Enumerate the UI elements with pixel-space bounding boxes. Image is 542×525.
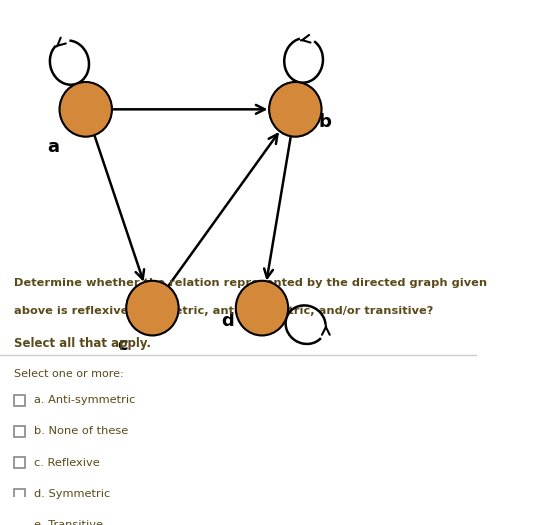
FancyBboxPatch shape — [14, 426, 25, 437]
Text: above is reflexive, symmetric, anti-symmetric, and/or transitive?: above is reflexive, symmetric, anti-symm… — [14, 306, 434, 316]
Text: e. Transitive: e. Transitive — [34, 520, 104, 525]
Circle shape — [60, 82, 112, 136]
FancyBboxPatch shape — [14, 457, 25, 468]
Text: b. None of these: b. None of these — [34, 426, 128, 436]
Circle shape — [126, 281, 179, 335]
FancyBboxPatch shape — [14, 395, 25, 405]
Text: b: b — [318, 113, 331, 131]
FancyBboxPatch shape — [14, 488, 25, 499]
Text: Determine whether the relation represented by the directed graph given: Determine whether the relation represent… — [14, 278, 487, 288]
Text: a: a — [47, 138, 59, 155]
Text: d: d — [221, 311, 234, 330]
Text: c. Reflexive: c. Reflexive — [34, 458, 100, 468]
Text: d. Symmetric: d. Symmetric — [34, 489, 111, 499]
Text: a. Anti-symmetric: a. Anti-symmetric — [34, 395, 136, 405]
Text: Select all that apply.: Select all that apply. — [14, 337, 151, 350]
Circle shape — [269, 82, 321, 136]
Text: Select one or more:: Select one or more: — [14, 369, 124, 379]
FancyBboxPatch shape — [14, 520, 25, 525]
Circle shape — [236, 281, 288, 335]
Text: c: c — [118, 337, 128, 354]
